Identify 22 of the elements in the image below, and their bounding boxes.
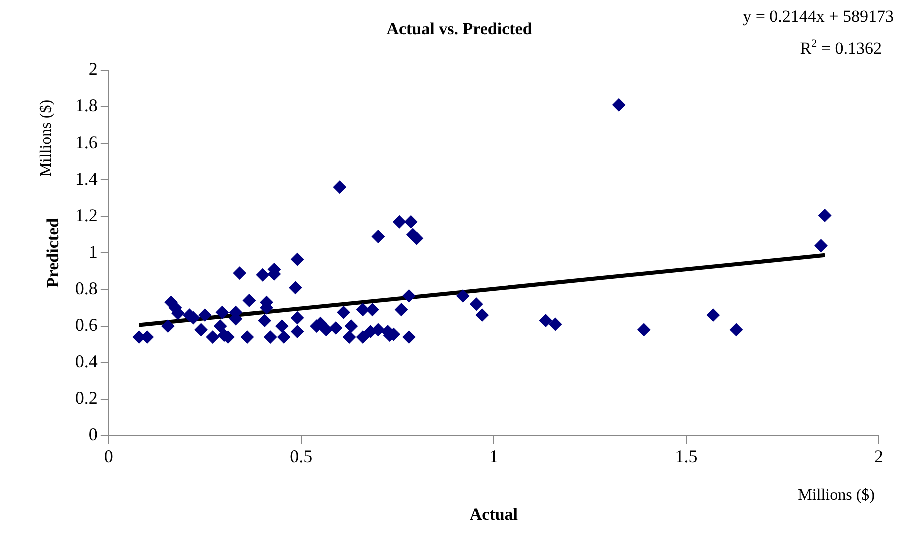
y-tick-label: 0.4	[75, 352, 98, 372]
text: Millions ($)	[38, 100, 55, 177]
y-tick-label: 1	[88, 242, 98, 262]
y-tick-label: 0.8	[75, 278, 98, 298]
y-tick-label: 2	[88, 59, 98, 80]
x-tick-label: 2	[874, 446, 884, 467]
y-tick-label: 1.6	[75, 132, 98, 152]
y-tick-label: 1.4	[75, 168, 98, 189]
x-tick-label: 1	[489, 446, 498, 467]
x-tick-label: 0.5	[290, 446, 313, 467]
text: y = 0.2144x + 589173	[743, 7, 894, 26]
y-tick-label: 0	[88, 424, 98, 445]
text: Millions ($)	[798, 487, 875, 504]
chart-title: Actual vs. Predicted	[386, 20, 533, 39]
x-tick-label: 0	[104, 446, 114, 467]
y-tick-label: 0.2	[75, 388, 98, 408]
x-axis-title: Actual	[470, 505, 518, 524]
y-tick-label: 1.8	[75, 96, 98, 116]
y-tick-label: 1.2	[75, 205, 98, 226]
x-tick-label: 1.5	[675, 446, 698, 467]
y-axis-title: Predicted	[44, 218, 63, 288]
y-tick-label: 0.6	[75, 315, 98, 336]
